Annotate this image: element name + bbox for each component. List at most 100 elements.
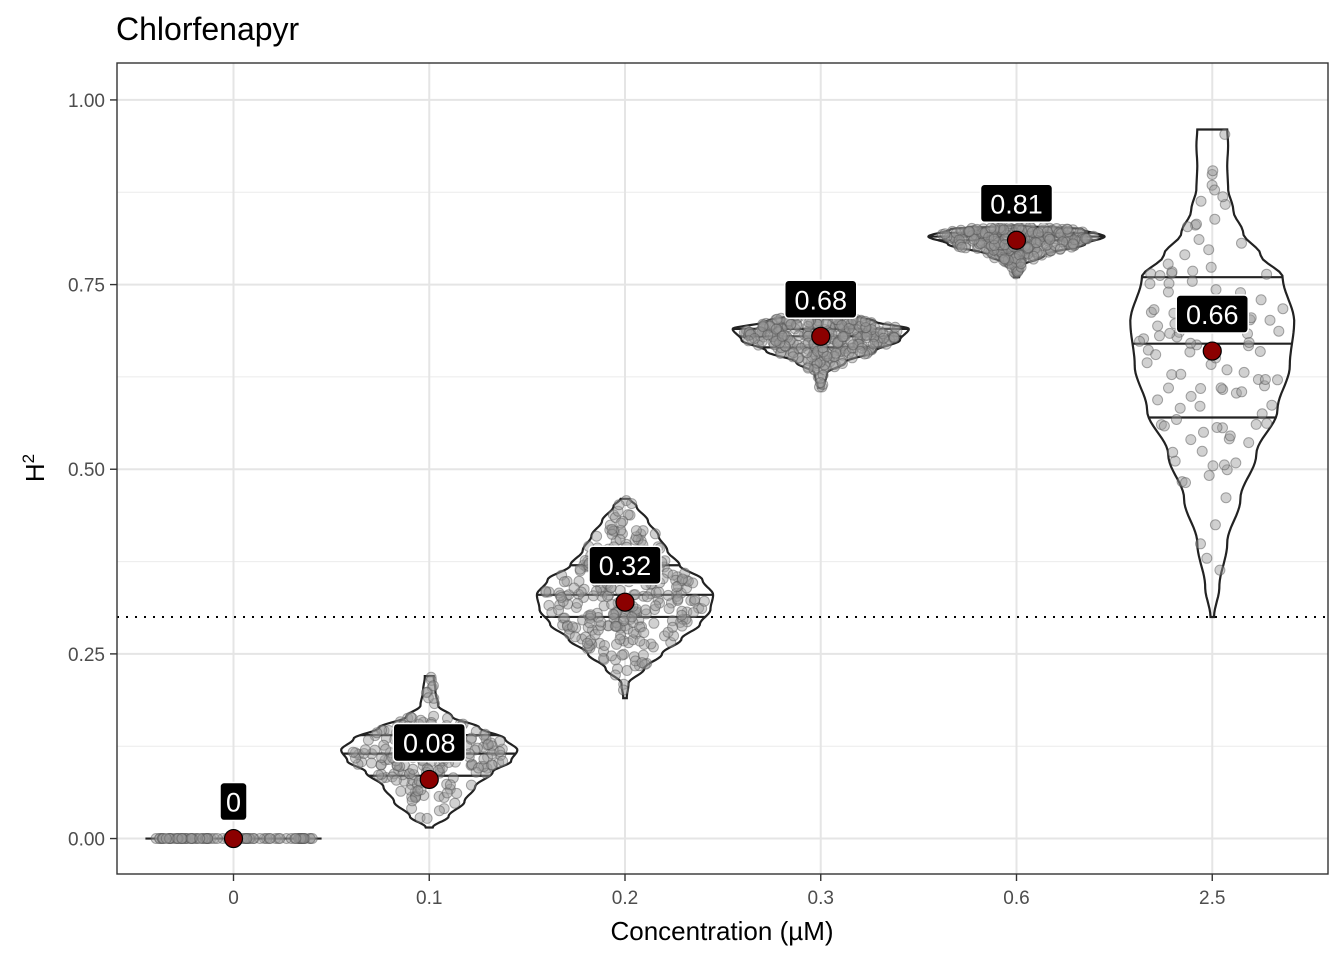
- mean-label-box: [784, 279, 858, 320]
- data-point: [808, 364, 820, 376]
- data-point: [1171, 414, 1182, 425]
- data-point: [160, 833, 172, 844]
- mean-point-0.3: [811, 326, 831, 346]
- data-point: [1032, 227, 1044, 239]
- data-point: [687, 607, 699, 619]
- data-point: [1198, 426, 1209, 438]
- data-point: [1164, 327, 1176, 339]
- data-point: [630, 525, 642, 537]
- data-point: [1220, 492, 1232, 504]
- mean-label-text: 0.66: [1186, 300, 1239, 330]
- data-point: [1211, 422, 1223, 433]
- x-tick-label: 0.6: [1003, 888, 1029, 909]
- data-point: [1196, 445, 1208, 457]
- data-point: [1044, 233, 1056, 245]
- data-point: [546, 607, 558, 618]
- data-point: [1145, 268, 1157, 280]
- data-point: [1259, 374, 1271, 385]
- data-point: [407, 763, 419, 775]
- data-point: [663, 603, 675, 615]
- data-point: [1207, 165, 1219, 177]
- data-point: [441, 778, 453, 790]
- data-point: [939, 228, 951, 240]
- data-point: [612, 663, 623, 675]
- data-point: [1209, 184, 1221, 196]
- data-point: [1255, 294, 1267, 306]
- data-point: [616, 649, 628, 661]
- data-point: [607, 608, 619, 620]
- data-point: [1152, 394, 1164, 406]
- data-point: [1162, 286, 1174, 298]
- data-point: [442, 712, 453, 724]
- data-point: [1254, 346, 1266, 357]
- data-point: [960, 242, 972, 254]
- x-tick-label: 0.2: [612, 888, 638, 909]
- data-point: [618, 684, 629, 696]
- data-point: [478, 753, 490, 765]
- data-point: [988, 233, 1000, 245]
- data-point: [347, 746, 359, 758]
- data-point: [1150, 349, 1162, 361]
- data-point: [672, 593, 684, 605]
- data-point: [569, 631, 581, 643]
- x-tick-label: 2.5: [1199, 888, 1225, 909]
- chart-title: Chlorfenapyr: [116, 11, 300, 47]
- data-point: [350, 752, 361, 764]
- data-point: [373, 769, 384, 781]
- data-point: [771, 313, 783, 325]
- data-point: [634, 621, 646, 633]
- y-tick-label: 0.00: [68, 830, 105, 851]
- data-point: [676, 605, 688, 617]
- data-point: [1180, 477, 1191, 489]
- data-point: [405, 711, 417, 723]
- data-point: [540, 585, 552, 597]
- data-point: [264, 833, 276, 844]
- mean-label-0: 0: [219, 781, 248, 822]
- data-point: [610, 620, 622, 632]
- mean-label-text: 0.08: [403, 728, 456, 758]
- data-point: [1230, 457, 1242, 469]
- data-point: [486, 759, 498, 771]
- data-point: [837, 331, 849, 343]
- data-point: [689, 593, 701, 605]
- data-point: [390, 774, 402, 786]
- data-point: [1067, 238, 1079, 250]
- data-point: [1187, 265, 1199, 277]
- data-point: [1162, 258, 1174, 270]
- data-point: [574, 563, 586, 575]
- data-point: [428, 692, 440, 704]
- data-point: [412, 785, 424, 797]
- panel-border: [116, 62, 1329, 875]
- mean-point-2.5: [1202, 341, 1222, 361]
- data-point: [641, 591, 653, 603]
- data-point: [1185, 434, 1197, 446]
- data-point: [1179, 249, 1191, 261]
- data-point: [306, 833, 318, 844]
- data-point: [685, 595, 697, 606]
- data-point: [1055, 243, 1066, 255]
- data-point: [427, 680, 439, 692]
- data-point: [614, 633, 626, 645]
- data-point: [1184, 346, 1196, 358]
- data-point: [441, 787, 453, 799]
- mean-labels: 0 0.08 0.32 0.68 0.81 0.66: [219, 183, 1249, 822]
- data-point: [1154, 270, 1166, 281]
- data-point: [801, 347, 813, 359]
- data-point: [494, 746, 506, 758]
- y-tick-label: 1.00: [68, 91, 105, 112]
- data-point: [998, 254, 1009, 266]
- data-point: [671, 581, 682, 593]
- data-point: [1203, 244, 1215, 256]
- data-point: [558, 576, 570, 588]
- data-point: [587, 590, 599, 602]
- data-point: [1195, 383, 1207, 394]
- data-point: [465, 779, 477, 791]
- data-point: [1273, 325, 1285, 337]
- data-point: [1079, 232, 1091, 244]
- data-point: [1186, 275, 1198, 287]
- data-point: [868, 338, 879, 350]
- data-point: [568, 582, 580, 594]
- data-point: [366, 757, 377, 769]
- data-point: [1243, 337, 1255, 348]
- data-point: [1144, 278, 1156, 290]
